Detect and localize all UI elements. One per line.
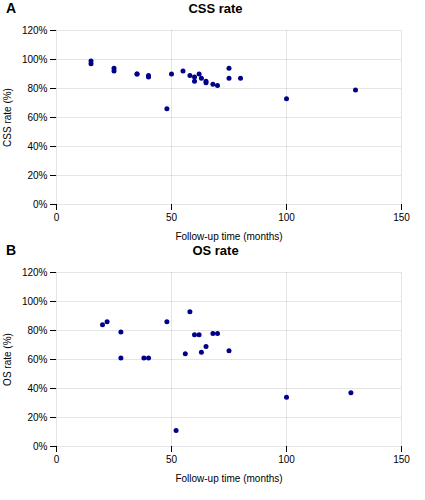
- svg-text:Follow-up time (months): Follow-up time (months): [175, 473, 282, 484]
- svg-text:100: 100: [278, 212, 295, 223]
- html-text:B: B: [6, 242, 17, 258]
- svg-text:60%: 60%: [27, 112, 47, 123]
- svg-text:150: 150: [393, 454, 410, 465]
- svg-text:40%: 40%: [27, 383, 47, 394]
- svg-text:Follow-up time (months): Follow-up time (months): [175, 231, 282, 242]
- svg-text:0: 0: [54, 212, 60, 223]
- svg-text:100%: 100%: [22, 54, 48, 65]
- svg-text:0%: 0%: [33, 441, 48, 452]
- svg-text:OS rate (%): OS rate (%): [2, 333, 13, 386]
- svg-text:80%: 80%: [27, 83, 47, 94]
- svg-text:40%: 40%: [27, 141, 47, 152]
- html-text:OS rate: OS rate: [192, 243, 239, 258]
- svg-text:150: 150: [393, 212, 410, 223]
- svg-text:80%: 80%: [27, 325, 47, 336]
- svg-text:100: 100: [278, 454, 295, 465]
- svg-text:120%: 120%: [22, 267, 48, 278]
- svg-text:120%: 120%: [22, 25, 48, 36]
- svg-text:50: 50: [166, 454, 178, 465]
- svg-text:60%: 60%: [27, 354, 47, 365]
- svg-text:20%: 20%: [27, 170, 47, 181]
- svg-text:0%: 0%: [33, 199, 48, 210]
- svg-text:50: 50: [166, 212, 178, 223]
- svg-text:0: 0: [54, 454, 60, 465]
- svg-text:CSS rate (%): CSS rate (%): [2, 88, 13, 147]
- html-text:CSS rate: CSS rate: [188, 1, 243, 16]
- svg-text:100%: 100%: [22, 296, 48, 307]
- html-text:A: A: [6, 0, 17, 16]
- svg-text:20%: 20%: [27, 412, 47, 423]
